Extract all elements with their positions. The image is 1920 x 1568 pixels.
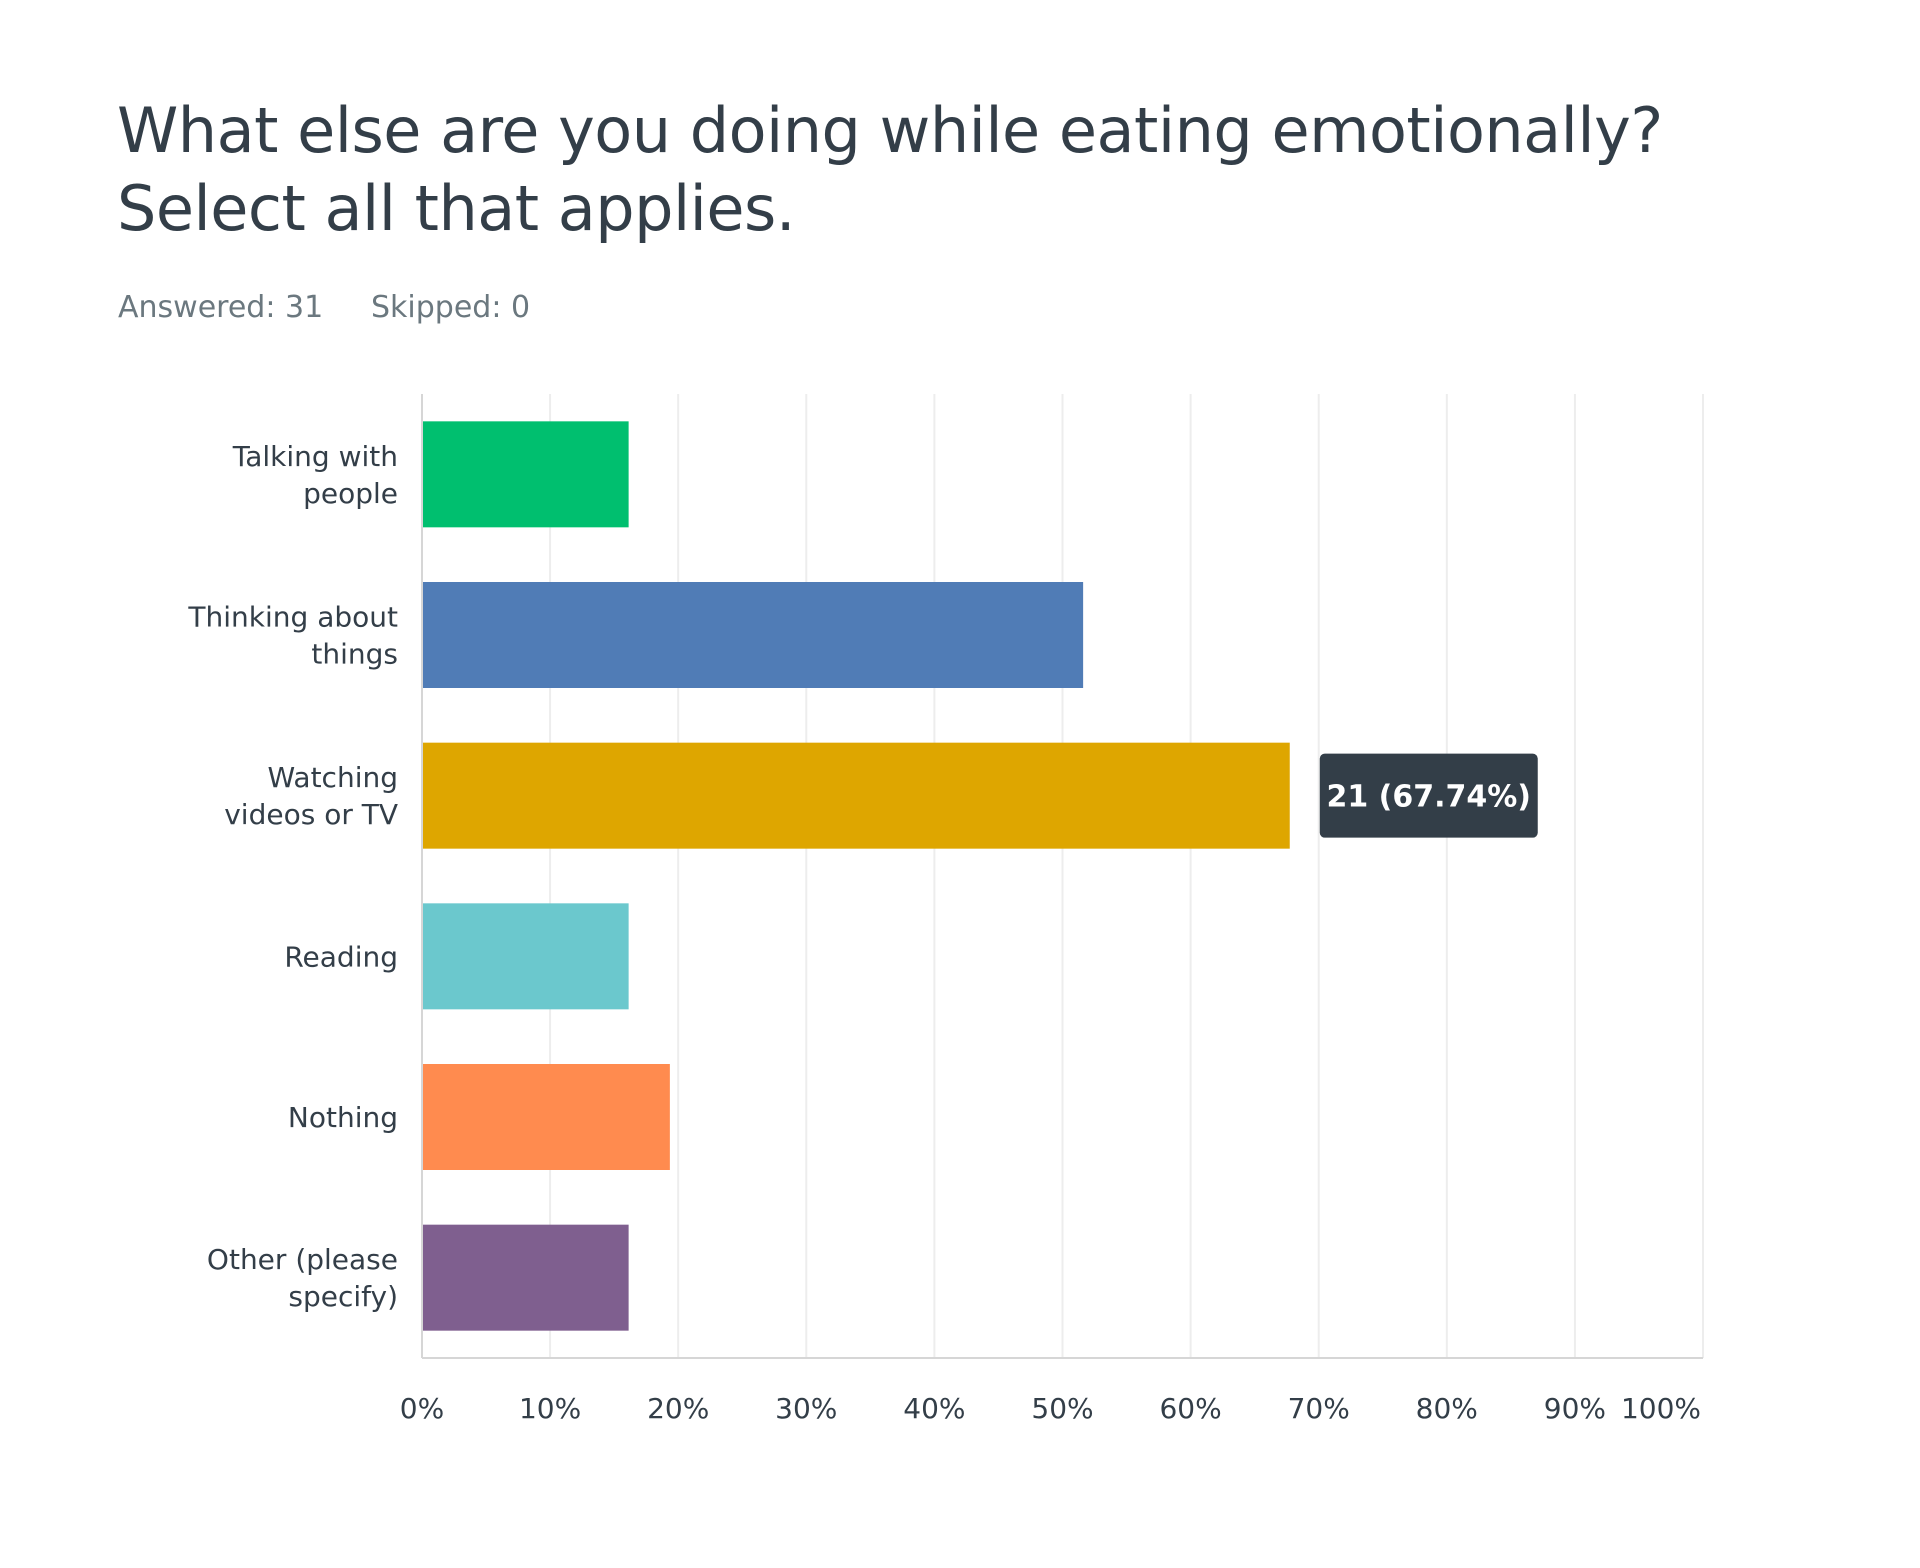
category-label: Nothing (288, 1101, 398, 1134)
tooltip-box (1319, 753, 1538, 838)
x-tick-label: 100% (1621, 1392, 1701, 1425)
category-label: things (311, 638, 398, 671)
category-labels: Talking with people Thinking about things Wa… (187, 440, 398, 1313)
category-label: people (303, 477, 398, 510)
bar[interactable] (422, 903, 629, 1010)
gridlines (549, 394, 1704, 1358)
bar[interactable] (422, 582, 1084, 688)
bar[interactable] (422, 1224, 629, 1331)
x-tick-label: 40% (903, 1392, 965, 1425)
bar[interactable] (422, 742, 1290, 849)
skipped-count: Skipped: 0 (371, 290, 531, 325)
bar[interactable] (422, 421, 629, 528)
category-label: videos or TV (224, 798, 398, 831)
x-tick-label: 50% (1031, 1392, 1093, 1425)
question-title: What else are you doing while eating emo… (117, 94, 1663, 245)
x-tick-label: 0% (400, 1392, 444, 1425)
tooltip-text: 21 (67.74%) (1326, 780, 1531, 815)
x-tick-label: 80% (1416, 1392, 1478, 1425)
x-tick-label: 60% (1159, 1392, 1221, 1425)
answered-count: Answered: 31 (118, 290, 324, 325)
x-tick-label: 10% (519, 1392, 581, 1425)
category-label: Reading (284, 940, 398, 973)
x-tick-label: 70% (1288, 1392, 1350, 1425)
bars (422, 421, 1290, 1331)
bar[interactable] (422, 1064, 670, 1170)
x-tick-label: 90% (1544, 1392, 1606, 1425)
category-label: Thinking about (187, 601, 398, 634)
category-label: specify) (288, 1280, 398, 1313)
bar-tooltip: 21 (67.74%) (1319, 753, 1538, 838)
category-label: Talking with (232, 440, 398, 473)
category-label: Watching (268, 761, 398, 794)
category-label: Other (please (207, 1243, 398, 1276)
x-axis-tick-labels: 0% 10% 20% 30% 40% 50% 60% 70% 80% 90% 100% (400, 1392, 1701, 1425)
x-tick-label: 30% (775, 1392, 837, 1425)
x-tick-label: 20% (647, 1392, 709, 1425)
axes (421, 394, 1703, 1359)
